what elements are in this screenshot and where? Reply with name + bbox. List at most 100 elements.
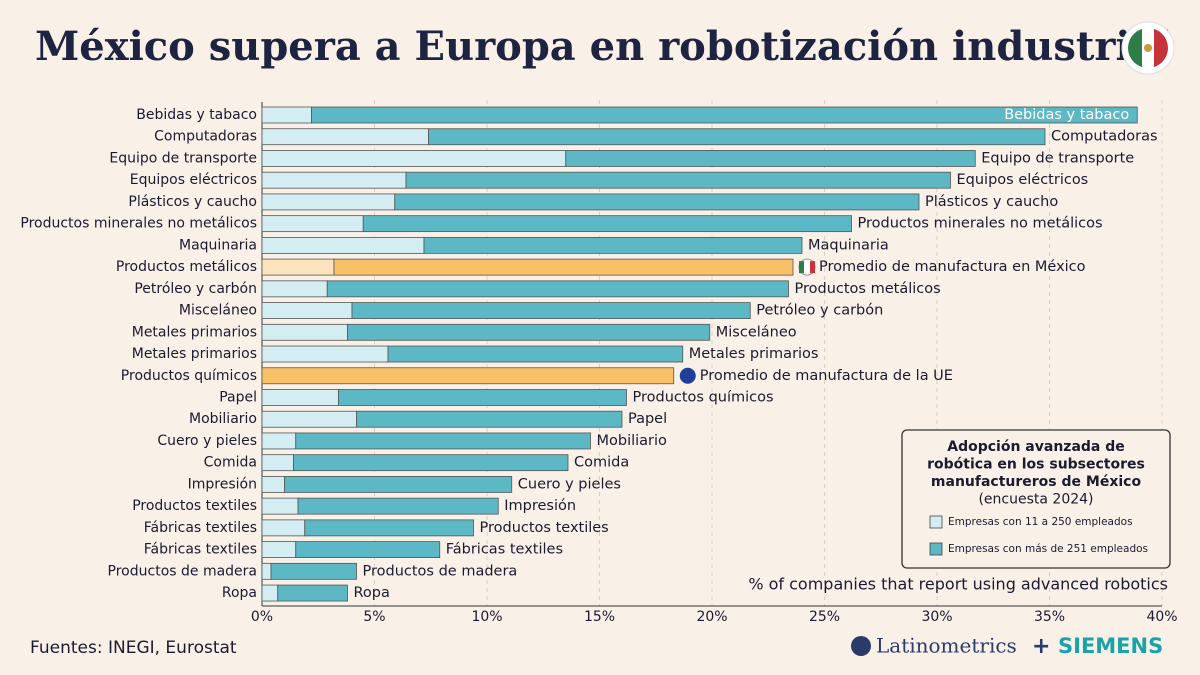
x-tick-label: 5% bbox=[363, 609, 385, 625]
brand: SIEMENS bbox=[1058, 634, 1163, 658]
legend-title: (encuesta 2024) bbox=[978, 492, 1093, 508]
y-tick-label: Productos textiles bbox=[132, 498, 257, 514]
bar-segment bbox=[261, 171, 407, 189]
legend-swatch bbox=[929, 515, 943, 529]
bar-label: Petróleo y carbón bbox=[756, 303, 883, 319]
y-tick-label: Fábricas textiles bbox=[144, 542, 257, 558]
bar-label: Promedio de manufactura de la UE bbox=[700, 368, 953, 384]
bar-segment bbox=[405, 171, 951, 189]
mexico-badge bbox=[1121, 21, 1175, 75]
bar-segment bbox=[261, 562, 272, 580]
bar-segment bbox=[297, 497, 499, 515]
y-tick-label: Productos de madera bbox=[108, 563, 257, 579]
bar-label: Productos metálicos bbox=[795, 281, 941, 297]
flag-icon bbox=[798, 258, 816, 276]
bar-segment bbox=[261, 519, 306, 537]
brand-logo bbox=[851, 636, 871, 656]
legend-box bbox=[901, 429, 1171, 569]
bar-segment bbox=[261, 193, 396, 211]
legend-title: Adopción avanzada de bbox=[947, 439, 1125, 455]
bar-segment bbox=[261, 476, 285, 493]
bar-segment bbox=[362, 215, 852, 233]
bar-label: Ropa bbox=[354, 585, 390, 601]
bar-segment bbox=[261, 106, 312, 124]
bar-segment bbox=[347, 323, 711, 341]
legend-title: manufactureros de México bbox=[931, 474, 1142, 490]
bar-segment bbox=[284, 476, 513, 493]
y-tick-label: Fábricas textiles bbox=[144, 520, 257, 536]
x-tick-label: 35% bbox=[1034, 609, 1065, 625]
bar-segment bbox=[338, 389, 627, 406]
bar-label: Papel bbox=[628, 411, 667, 427]
bar-segment bbox=[270, 562, 357, 580]
bar-segment bbox=[394, 193, 920, 211]
y-tick-label: Impresión bbox=[188, 476, 257, 492]
legend-label: Empresas con más de 251 empleados bbox=[948, 543, 1148, 555]
x-tick-label: 15% bbox=[584, 609, 615, 625]
x-tick-label: 30% bbox=[921, 609, 952, 625]
bar-segment bbox=[261, 128, 429, 146]
bar-segment bbox=[565, 150, 976, 167]
legend-title: robótica en los subsectores bbox=[927, 457, 1145, 473]
bar-segment bbox=[326, 280, 789, 298]
x-tick-label: 40% bbox=[1146, 609, 1177, 625]
y-tick-label: Metales primarios bbox=[132, 346, 257, 362]
bar-label: Equipo de transporte bbox=[981, 150, 1134, 166]
flag-icon bbox=[679, 367, 696, 384]
legend: Adopción avanzada de robótica en los subs… bbox=[901, 429, 1171, 569]
bar-segment bbox=[304, 519, 474, 537]
y-tick-label: Papel bbox=[219, 389, 257, 405]
flag-part bbox=[799, 261, 804, 274]
y-tick-label: Ropa bbox=[222, 585, 257, 601]
bar-segment bbox=[261, 215, 364, 233]
bar-label: Equipos eléctricos bbox=[957, 172, 1089, 188]
y-tick-label: Metales primarios bbox=[132, 324, 257, 340]
y-tick-label: Equipos eléctricos bbox=[130, 172, 257, 188]
bar-segment bbox=[387, 345, 684, 363]
bar-segment bbox=[261, 258, 335, 276]
bar-segment bbox=[261, 302, 353, 319]
bar-segment bbox=[261, 280, 328, 298]
bar-segment bbox=[261, 454, 294, 472]
bar-label: Mobiliario bbox=[597, 433, 668, 449]
bar-label: Promedio de manufactura en México bbox=[819, 259, 1086, 275]
bar-segment bbox=[261, 389, 339, 406]
bar-segment bbox=[295, 432, 591, 450]
x-tick-label: 0% bbox=[251, 609, 273, 625]
y-tick-label: Cuero y pieles bbox=[157, 433, 257, 449]
bar-segment bbox=[261, 584, 279, 602]
y-tick-label: Productos químicos bbox=[121, 368, 257, 384]
x-tick-label: 20% bbox=[696, 609, 727, 625]
bar-segment bbox=[261, 367, 675, 385]
bar-segment bbox=[261, 541, 297, 558]
bar-label: Productos textiles bbox=[480, 520, 609, 536]
bar-label: Maquinaria bbox=[808, 237, 889, 253]
bar-segment bbox=[333, 258, 794, 276]
bar-segment bbox=[261, 323, 348, 341]
y-tick-label: Productos minerales no metálicos bbox=[20, 216, 257, 232]
bar-segment bbox=[277, 584, 348, 602]
bar-label: Productos de madera bbox=[363, 563, 518, 579]
y-tick-label: Plásticos y caucho bbox=[128, 194, 257, 210]
bar-segment bbox=[261, 345, 389, 363]
bar-segment bbox=[311, 106, 1138, 124]
bar-label: Comida bbox=[574, 455, 629, 471]
y-tick-label: Productos metálicos bbox=[116, 259, 257, 275]
y-tick-label: Maquinaria bbox=[179, 237, 257, 253]
y-tick-label: Misceláneo bbox=[179, 303, 257, 319]
bar-segment bbox=[261, 410, 357, 428]
bar-label: Productos minerales no metálicos bbox=[858, 216, 1103, 232]
source: Fuentes: INEGI, Eurostat bbox=[30, 638, 237, 658]
bar-label: Misceláneo bbox=[716, 324, 797, 340]
x-tick-label: 10% bbox=[471, 609, 502, 625]
bar-label: Metales primarios bbox=[689, 346, 819, 362]
bar-label: Productos químicos bbox=[633, 389, 774, 405]
bar-segment bbox=[261, 497, 299, 515]
bar-segment bbox=[261, 432, 297, 450]
bar-label: Impresión bbox=[504, 498, 576, 514]
y-tick-label: Bebidas y tabaco bbox=[136, 107, 257, 123]
bar-segment bbox=[295, 541, 441, 558]
brand: Latinometrics bbox=[876, 634, 1017, 658]
bar-segment bbox=[423, 236, 803, 254]
